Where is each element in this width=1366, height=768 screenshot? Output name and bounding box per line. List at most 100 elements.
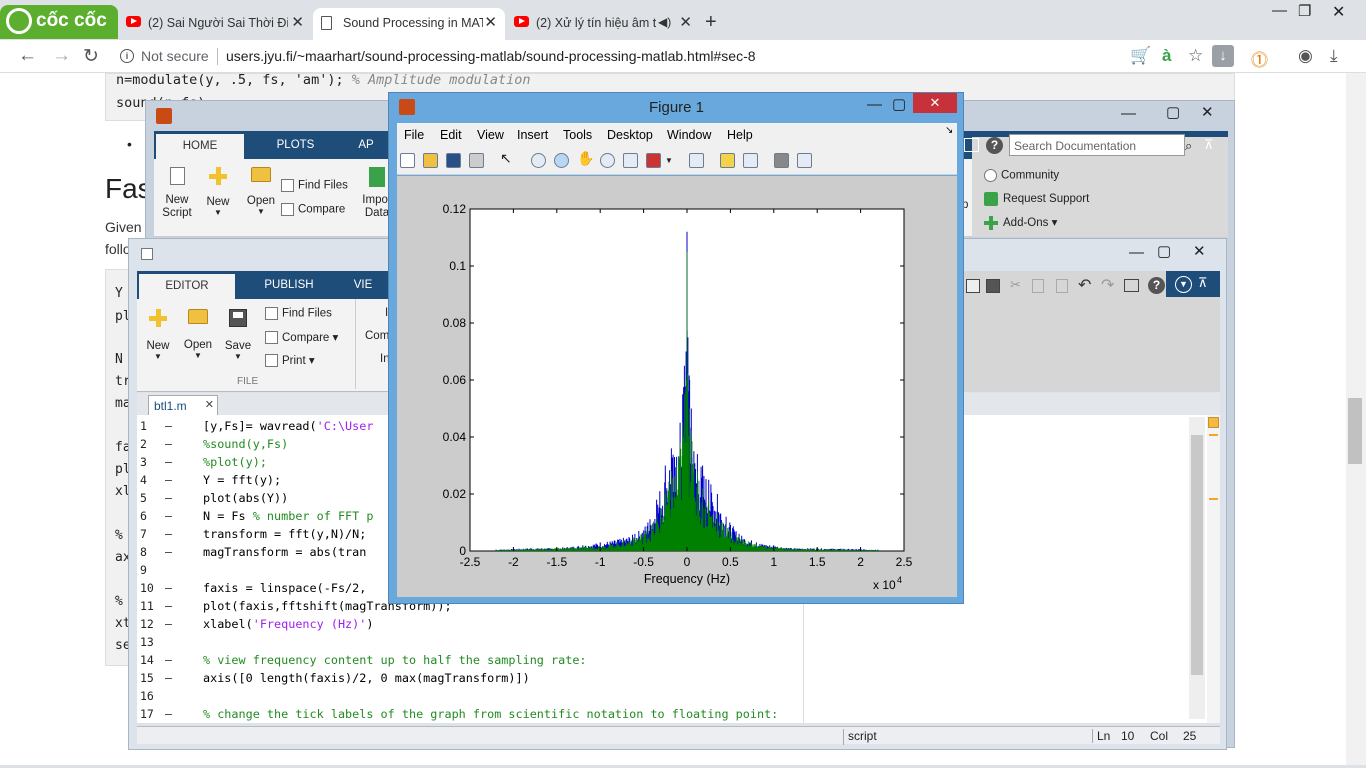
- indent-label-fragment[interactable]: In: [380, 353, 390, 365]
- code-line[interactable]: N = Fs % number of FFT p: [203, 509, 374, 523]
- tab-home[interactable]: HOME: [156, 134, 244, 159]
- maximize-button[interactable]: ❐: [1298, 3, 1312, 20]
- breakpoint-dash[interactable]: –: [165, 653, 172, 667]
- browser-tab-sound-processing[interactable]: Sound Processing in MAT ✕: [313, 8, 505, 40]
- edit-plot-icon[interactable]: ↖: [500, 150, 512, 166]
- code-line[interactable]: % change the tick labels of the graph fr…: [203, 707, 779, 721]
- info-icon[interactable]: i: [120, 49, 134, 63]
- reload-button[interactable]: ↻: [83, 46, 99, 67]
- open-file-icon[interactable]: [423, 153, 438, 168]
- spectrum-plot[interactable]: -2.5 -2 -1.5 -1 -0.5 0 0.5 1 1.5 2 2.5 0 0.02 0.04 0.0…: [397, 176, 957, 597]
- compare-button[interactable]: Compare: [281, 203, 345, 216]
- chevron-down-icon[interactable]: ▼: [665, 156, 673, 165]
- minimize-button[interactable]: —: [1272, 2, 1287, 19]
- help-icon[interactable]: ?: [1148, 277, 1165, 294]
- editor-scroll-thumb[interactable]: [1191, 435, 1203, 675]
- maximize-button[interactable]: ▢: [892, 96, 907, 113]
- window-layout-icon[interactable]: [964, 138, 979, 152]
- tab-apps[interactable]: AP: [358, 139, 374, 151]
- close-tab-icon[interactable]: ✕: [484, 14, 497, 31]
- brush-icon[interactable]: [646, 153, 661, 168]
- save-figure-icon[interactable]: [446, 153, 461, 168]
- zoom-in-icon[interactable]: [531, 153, 546, 168]
- menu-tools[interactable]: Tools: [563, 128, 593, 142]
- new-script-button[interactable]: New Script: [160, 167, 194, 220]
- warning-marker[interactable]: [1209, 498, 1218, 500]
- minimize-button[interactable]: —: [1121, 105, 1136, 122]
- warning-marker[interactable]: [1209, 434, 1218, 436]
- code-line[interactable]: magTransform = abs(tran: [203, 545, 367, 559]
- window-layout-icon[interactable]: [1124, 279, 1139, 292]
- breakpoint-dash[interactable]: –: [165, 599, 172, 613]
- find-files-button[interactable]: Find Files: [265, 307, 332, 320]
- new-button[interactable]: New ▼: [141, 309, 175, 361]
- tab-publish[interactable]: PUBLISH: [264, 279, 314, 291]
- menu-view[interactable]: View: [477, 128, 504, 142]
- maximize-button[interactable]: ▢: [1157, 243, 1172, 260]
- close-window-button[interactable]: ✕: [913, 93, 957, 113]
- breakpoint-dash[interactable]: –: [165, 707, 172, 721]
- tab-view[interactable]: VIE: [353, 279, 373, 291]
- bookmark-star-icon[interactable]: ☆: [1188, 46, 1204, 65]
- back-button[interactable]: ←: [18, 45, 37, 66]
- code-line[interactable]: plot(abs(Y)): [203, 491, 289, 505]
- rotate-3d-icon[interactable]: [600, 153, 615, 168]
- close-window-button[interactable]: ✕: [1201, 104, 1214, 121]
- translate-icon[interactable]: à: [1162, 46, 1172, 65]
- address-bar[interactable]: users.jyu.fi/~maarhart/sound-processing-…: [226, 48, 756, 64]
- redo-icon[interactable]: ↷: [1101, 277, 1115, 294]
- pan-icon[interactable]: ✋: [577, 150, 595, 166]
- breakpoint-dash[interactable]: –: [165, 509, 172, 523]
- code-line[interactable]: faxis = linspace(-Fs/2,: [203, 581, 367, 595]
- close-tab-icon[interactable]: ✕: [291, 14, 304, 31]
- dock-figure-icon[interactable]: ↘: [945, 125, 954, 136]
- copy-icon[interactable]: [1032, 279, 1044, 293]
- breakpoint-dash[interactable]: –: [165, 491, 172, 505]
- menu-window[interactable]: Window: [667, 128, 712, 142]
- menu-desktop[interactable]: Desktop: [607, 128, 653, 142]
- search-icon[interactable]: ⌕: [1185, 138, 1193, 153]
- tab-editor[interactable]: EDITOR: [139, 274, 235, 299]
- alert-icon[interactable]: ⓵: [1251, 51, 1268, 70]
- minimize-button[interactable]: —: [1129, 244, 1144, 261]
- browser-tab-youtube-2[interactable]: (2) Xử lý tín hiệu âm t ◀) ✕: [508, 8, 700, 40]
- hide-plot-tools-icon[interactable]: [774, 153, 789, 168]
- code-line[interactable]: % view frequency content up to half the …: [203, 653, 587, 667]
- cart-icon[interactable]: 🛒: [1130, 46, 1152, 65]
- breakpoint-dash[interactable]: –: [165, 437, 172, 451]
- downloads-icon[interactable]: ⤓: [1330, 46, 1338, 65]
- minimize-button[interactable]: —: [867, 96, 882, 113]
- insert-label-fragment[interactable]: I: [385, 307, 389, 319]
- collapse-ribbon-icon[interactable]: ⊼: [1204, 137, 1214, 152]
- forward-button[interactable]: →: [52, 45, 71, 66]
- paste-icon[interactable]: [1056, 279, 1068, 293]
- breakpoint-dash[interactable]: –: [165, 617, 172, 631]
- collapse-ribbon-icon[interactable]: ⊼: [1198, 275, 1208, 290]
- close-window-button[interactable]: ✕: [1332, 4, 1346, 21]
- tab-plots[interactable]: PLOTS: [276, 139, 315, 151]
- save-icon[interactable]: [986, 279, 1000, 293]
- breakpoint-dash[interactable]: –: [165, 671, 172, 685]
- code-line[interactable]: %plot(y);: [203, 455, 267, 469]
- code-line[interactable]: [y,Fs]= wavread('C:\User: [203, 419, 374, 433]
- search-documentation-input[interactable]: Search Documentation: [1009, 134, 1185, 156]
- code-line[interactable]: transform = fft(y,N)/N;: [203, 527, 367, 541]
- code-line[interactable]: Y = fft(y);: [203, 473, 282, 487]
- profile-icon[interactable]: ◉: [1298, 46, 1313, 65]
- speaker-icon[interactable]: ◀): [658, 15, 672, 29]
- new-tab-button[interactable]: +: [705, 11, 717, 33]
- find-files-button[interactable]: Find Files: [281, 179, 348, 192]
- code-line[interactable]: axis([0 length(faxis)/2, 0 max(magTransf…: [203, 671, 530, 685]
- undo-icon[interactable]: ↶: [1078, 277, 1092, 294]
- breakpoint-dash[interactable]: –: [165, 581, 172, 595]
- breakpoint-dash[interactable]: –: [165, 473, 172, 487]
- code-line[interactable]: xlabel('Frequency (Hz)'): [203, 617, 374, 631]
- breakpoint-dash[interactable]: –: [165, 545, 172, 559]
- breakpoint-dash[interactable]: –: [165, 419, 172, 433]
- close-tab-icon[interactable]: ✕: [679, 14, 692, 31]
- zoom-out-icon[interactable]: [554, 153, 569, 168]
- link-plot-icon[interactable]: [689, 153, 704, 168]
- menu-insert[interactable]: Insert: [517, 128, 549, 142]
- not-secure-label[interactable]: Not secure: [141, 48, 209, 64]
- show-plot-tools-icon[interactable]: [797, 153, 812, 168]
